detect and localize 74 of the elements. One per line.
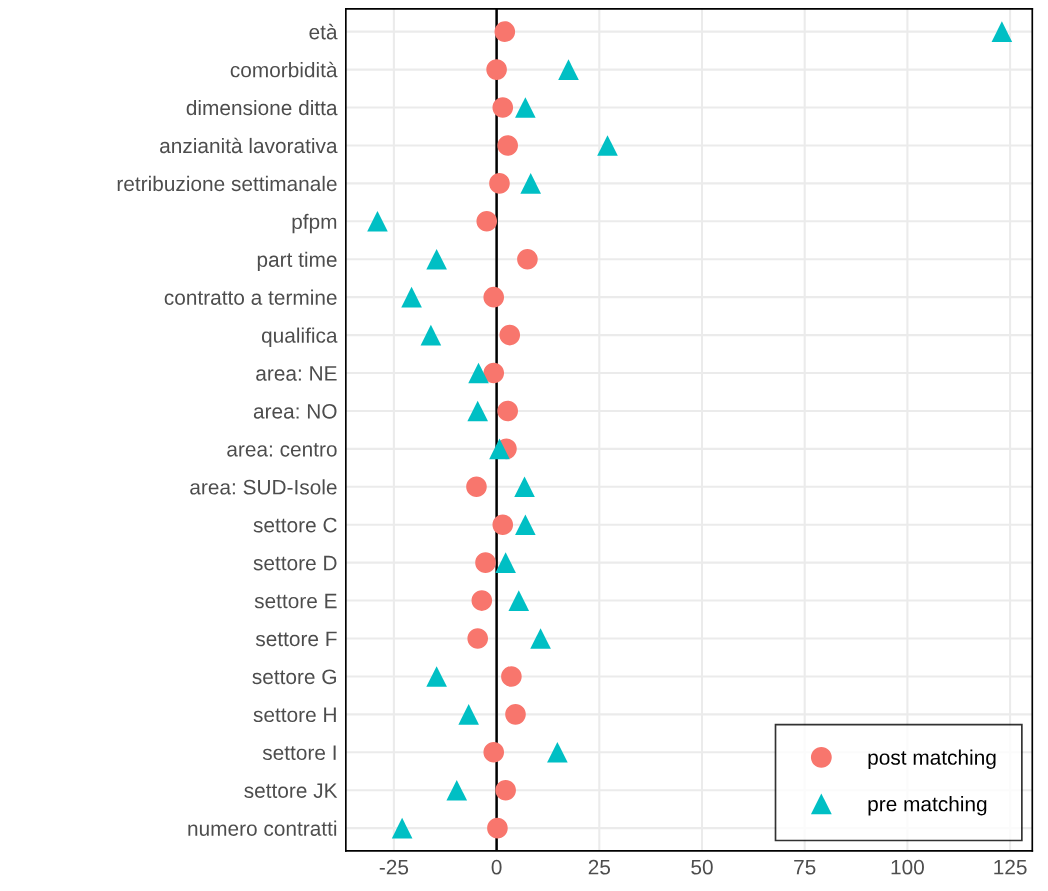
point <box>475 552 496 573</box>
point <box>426 666 447 687</box>
y-tick-label: settore G <box>252 669 336 685</box>
point <box>468 362 489 384</box>
legend-label: post matching <box>868 749 996 769</box>
point <box>446 779 468 801</box>
x-tick-label: 0 <box>491 859 502 875</box>
point <box>467 628 489 649</box>
x-tick-label: 25 <box>588 859 611 875</box>
legend-label: pre matching <box>868 796 987 816</box>
y-tick-label: part time <box>257 251 337 272</box>
point <box>483 741 505 763</box>
y-tick-label: pfpm <box>292 213 337 234</box>
y-tick-label: settore D <box>253 555 337 571</box>
point <box>458 704 479 725</box>
y-tick-label: anzianità lavorativa <box>160 137 338 154</box>
point <box>515 514 536 536</box>
point <box>991 21 1013 42</box>
point <box>476 211 498 232</box>
y-tick-label: settore JK <box>244 783 338 798</box>
x-tick-label: -25 <box>379 859 409 875</box>
point <box>492 514 514 536</box>
point <box>597 135 618 156</box>
point <box>466 476 487 498</box>
y-tick-label: settore H <box>253 707 336 723</box>
x-tick-label: 50 <box>691 859 713 875</box>
y-tick-label: età <box>309 23 338 40</box>
point <box>492 97 514 118</box>
y-tick-label: retribuzione settimanale <box>117 175 337 192</box>
point <box>486 59 507 80</box>
point <box>501 666 522 687</box>
point <box>530 628 551 649</box>
point <box>499 324 521 346</box>
y-tick-label: qualifica <box>261 327 338 347</box>
y-tick-label: settore I <box>262 745 336 761</box>
point <box>495 779 516 801</box>
point <box>515 97 536 118</box>
point <box>391 817 413 839</box>
y-tick-label: dimensione ditta <box>186 99 338 116</box>
point <box>401 286 422 308</box>
point <box>489 173 510 194</box>
point <box>487 817 508 839</box>
y-tick-label: area: centro <box>227 442 337 457</box>
y-tick-label: area: NE <box>256 366 337 381</box>
y-tick-label: comorbidità <box>230 61 338 78</box>
point <box>520 173 541 194</box>
point <box>508 590 530 611</box>
point <box>426 248 447 270</box>
point <box>489 438 510 460</box>
point <box>420 324 442 346</box>
y-tick-label: area: SUD-Isole <box>190 479 337 495</box>
y-tick-label: area: NO <box>253 403 337 419</box>
point <box>495 552 516 573</box>
point <box>497 400 518 422</box>
point <box>514 476 535 498</box>
point <box>547 741 568 763</box>
point <box>558 59 579 80</box>
point <box>467 400 489 422</box>
y-tick-label: settore F <box>255 631 337 647</box>
x-tick-label: 75 <box>794 860 816 875</box>
y-tick-label: contratto a termine <box>164 289 337 305</box>
point <box>367 211 388 232</box>
x-tick-label: 125 <box>994 859 1027 875</box>
y-tick-label: numero contratti <box>188 820 337 836</box>
point <box>483 362 505 384</box>
y-tick-label: settore C <box>253 517 337 533</box>
point <box>483 286 505 308</box>
x-tick-label: 100 <box>891 859 924 875</box>
point <box>471 590 493 611</box>
point <box>517 248 538 270</box>
y-tick-label: settore E <box>254 593 337 609</box>
point <box>497 135 518 156</box>
point <box>494 21 516 42</box>
point <box>505 704 526 725</box>
